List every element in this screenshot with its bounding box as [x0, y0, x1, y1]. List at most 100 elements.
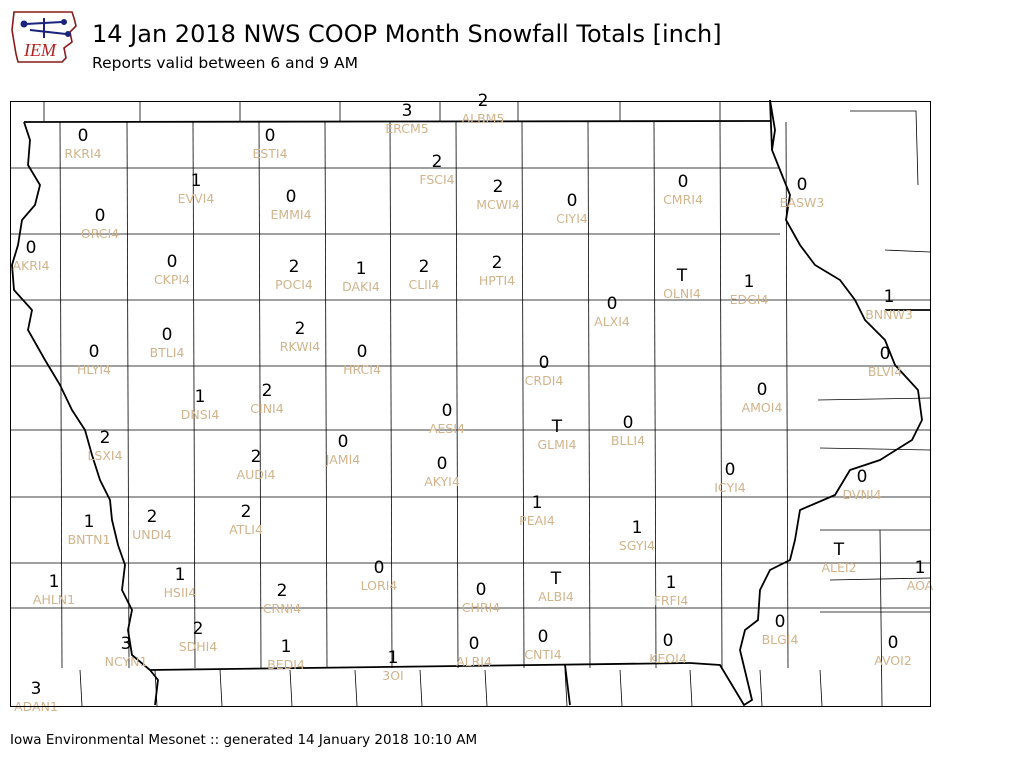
station-id: KEOI4	[649, 651, 687, 666]
station-value: 2	[492, 253, 503, 273]
station-id: ALBI4	[538, 589, 574, 604]
station-id: AESI4	[429, 421, 465, 436]
station-value: 1	[195, 387, 206, 407]
station-value: 1	[356, 259, 367, 279]
station-value: 0	[567, 191, 578, 211]
station-id: FRFI4	[654, 593, 689, 608]
station-value: 0	[78, 126, 89, 146]
station-value: 0	[725, 460, 736, 480]
station-id: ORCI4	[81, 226, 119, 241]
station-id: EDGI4	[730, 292, 769, 307]
state-boundaries	[11, 99, 930, 707]
station-id: CIYI4	[556, 211, 588, 226]
station-value: 3	[402, 101, 413, 121]
station-value: 2	[241, 502, 252, 522]
station-value: 0	[775, 612, 786, 632]
station-value: T	[676, 266, 688, 286]
station-value: 0	[880, 344, 891, 364]
station-value: T	[550, 569, 562, 589]
station-id: AUDI4	[237, 467, 276, 482]
station-id: CHRI4	[462, 600, 500, 615]
station-id: ALEI2	[821, 560, 856, 575]
station-id: AMOI4	[742, 400, 783, 415]
station-id: CKPI4	[154, 272, 190, 287]
station-id: POCI4	[275, 277, 313, 292]
station-value: 1	[632, 518, 643, 538]
station-value: 0	[357, 342, 368, 362]
station-id: ALRI4	[456, 654, 492, 669]
iem-logo: IEM	[11, 11, 77, 63]
station-value: 0	[797, 175, 808, 195]
footer-credit: Iowa Environmental Mesonet :: generated …	[10, 732, 478, 748]
station-value: 0	[757, 380, 768, 400]
station-id: BLVI4	[868, 364, 902, 379]
station-id: ERCM5	[385, 121, 428, 136]
station-value: 2	[193, 619, 204, 639]
station-value: 1	[884, 287, 895, 307]
station-value: 0	[89, 342, 100, 362]
station-id: 3OI	[382, 668, 403, 683]
map-subtitle: Reports valid between 6 and 9 AM	[92, 54, 359, 72]
station-value: 1	[744, 272, 755, 292]
station-id: SGYI4	[619, 538, 655, 553]
station-id: LORI4	[361, 578, 398, 593]
station-value: 2	[432, 152, 443, 172]
station-value: 1	[49, 572, 60, 592]
station-id: OLNI4	[663, 286, 701, 301]
station-id: ATLI4	[229, 522, 263, 537]
station-id: CLII4	[408, 277, 439, 292]
station-value: 3	[121, 634, 132, 654]
station-value: 2	[277, 581, 288, 601]
station-value: 0	[538, 627, 549, 647]
station-value: 0	[162, 325, 173, 345]
station-value: 1	[281, 637, 292, 657]
station-value: 0	[26, 238, 37, 258]
logo-text: IEM	[23, 40, 57, 60]
station-id: BNNW3	[865, 307, 913, 322]
station-value: 1	[84, 512, 95, 532]
station-value: 1	[191, 171, 202, 191]
station-value: 2	[251, 447, 262, 467]
station-value: 0	[469, 634, 480, 654]
station-value: 2	[295, 319, 306, 339]
station-value: 2	[289, 257, 300, 277]
station-id: GLMI4	[537, 437, 576, 452]
station-id: CNTI4	[524, 647, 561, 662]
station-id: AHLN1	[33, 592, 75, 607]
map-frame	[10, 101, 931, 707]
station-id: HRCI4	[343, 362, 381, 377]
station-value: 2	[100, 428, 111, 448]
station-value: 1	[175, 565, 186, 585]
station-value: T	[551, 417, 563, 437]
station-id: ICYI4	[714, 480, 746, 495]
station-value: T	[833, 540, 845, 560]
station-id: RKWI4	[280, 339, 320, 354]
station-value: 1	[532, 493, 543, 513]
station-value: 0	[607, 294, 618, 314]
station-id: HPTI4	[479, 273, 515, 288]
station-id: SDHI4	[179, 639, 218, 654]
station-value: 2	[262, 381, 273, 401]
station-value: 0	[442, 401, 453, 421]
station-id: BNTN1	[68, 532, 111, 547]
station-id: ALXI4	[594, 314, 630, 329]
station-value: 0	[286, 187, 297, 207]
station-id: MCWI4	[476, 197, 520, 212]
station-id: CRDI4	[525, 373, 564, 388]
station-id: EVVI4	[178, 191, 215, 206]
station-id: EASW3	[780, 195, 825, 210]
station-value: 0	[663, 631, 674, 651]
station-value: 0	[265, 126, 276, 146]
station-value: 0	[374, 558, 385, 578]
station-id: FSCI4	[419, 172, 454, 187]
station-id: BEDI4	[267, 657, 305, 672]
station-id: ESTI4	[252, 146, 287, 161]
station-id: LSXI4	[87, 448, 122, 463]
station-id: AKYI4	[424, 474, 460, 489]
station-value: 0	[539, 353, 550, 373]
station-id: CINI4	[250, 401, 283, 416]
station-id: NCYN1	[105, 654, 148, 669]
station-value: 1	[388, 648, 399, 668]
station-value: 0	[888, 633, 899, 653]
